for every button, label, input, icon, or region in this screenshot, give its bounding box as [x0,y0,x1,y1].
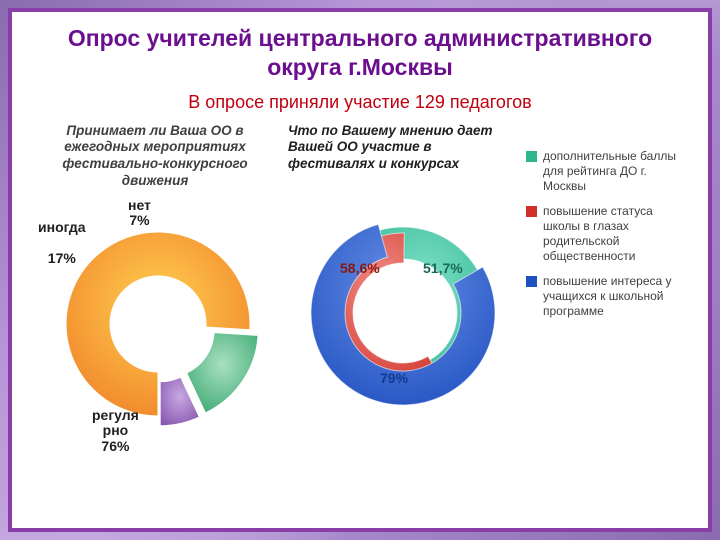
mid-column: Что по Вашему мнению дает Вашей ОО участ… [288,123,518,437]
right-ring-label-2: 79% [380,371,408,386]
left-slice-label-0: регулярно76% [92,408,139,454]
page-subtitle: В опросе приняли участие 129 педагогов [30,92,690,113]
legend-item: повышение интереса у учащихся к школьной… [526,274,690,319]
legend-swatch-icon [526,151,537,162]
left-column: Принимает ли Ваша ОО в ежегодных меропри… [30,123,280,437]
legend-text: повышение статуса школы в глазах родител… [543,204,690,264]
page-title: Опрос учителей центрального администрати… [30,24,690,82]
charts-row: Принимает ли Ваша ОО в ежегодных меропри… [30,123,690,437]
right-ring-label-1: 58,6% [340,261,380,276]
legend-item: повышение статуса школы в глазах родител… [526,204,690,264]
left-chart: регулярно76% иногда17% нет7% [30,196,270,436]
legend-swatch-icon [526,206,537,217]
left-slice-label-2: нет7% [128,198,151,229]
legend-text: повышение интереса у учащихся к школьной… [543,274,690,319]
legend-swatch-icon [526,276,537,287]
left-question: Принимает ли Ваша ОО в ежегодных меропри… [30,123,280,191]
left-slice-label-1: иногда17% [38,220,86,266]
right-chart: 51,7% 58,6% 79% [288,193,518,433]
right-ring-label-0: 51,7% [423,261,463,276]
legend-item: дополнительные баллы для рейтинга ДО г. … [526,149,690,194]
right-question: Что по Вашему мнению дает Вашей ОО участ… [288,123,518,174]
content-frame: Опрос учителей центрального администрати… [8,8,712,532]
legend: дополнительные баллы для рейтинга ДО г. … [526,123,690,437]
legend-text: дополнительные баллы для рейтинга ДО г. … [543,149,690,194]
